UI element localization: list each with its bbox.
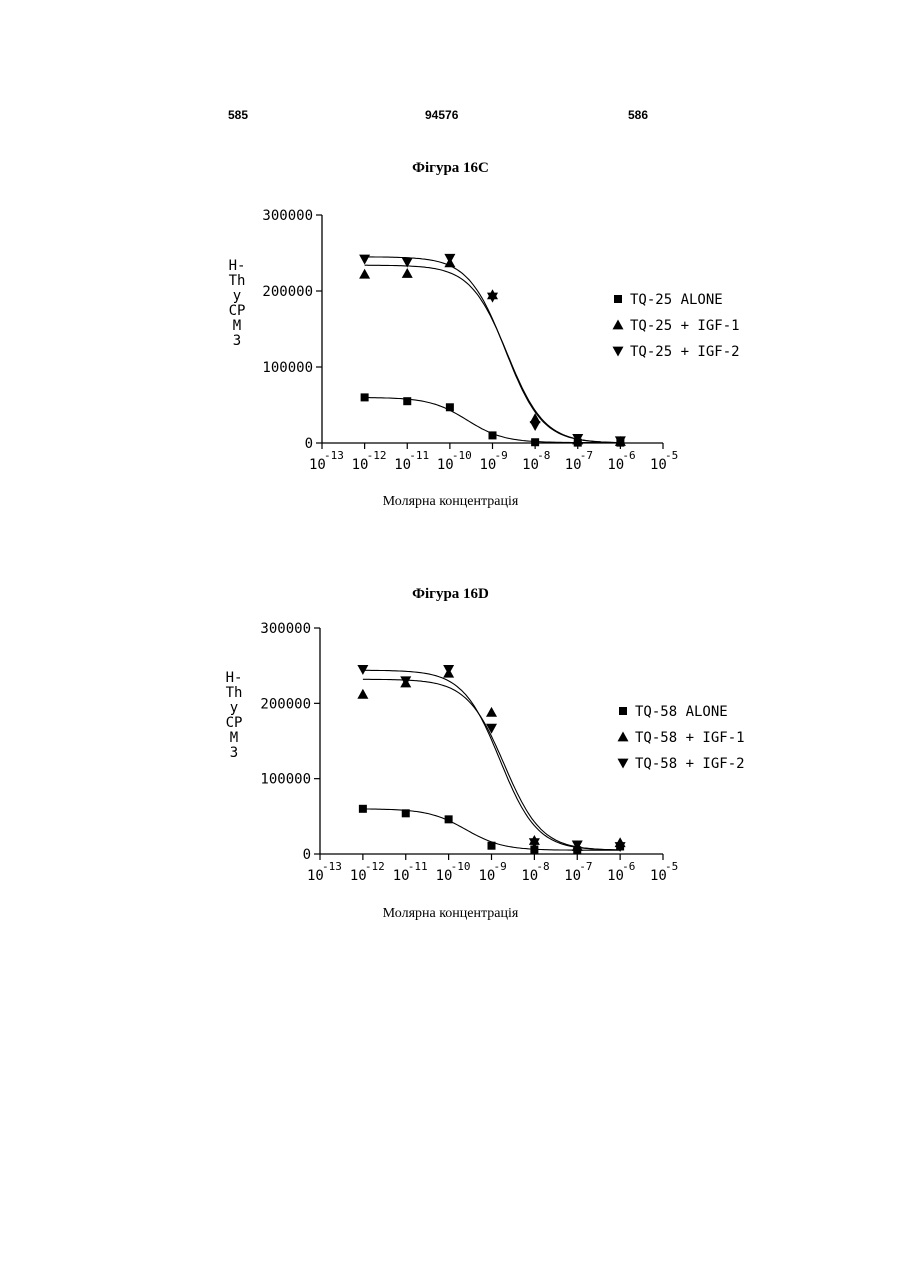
- data-point: [359, 269, 370, 279]
- data-point: [403, 397, 411, 405]
- x-tick-exponent: -6: [622, 449, 635, 462]
- series-square: [359, 805, 624, 854]
- y-tick-label: 200000: [260, 696, 311, 712]
- x-tick-exponent: -10: [452, 449, 472, 462]
- figure-16c-chart: 010000020000030000010-1310-1210-1110-101…: [0, 190, 901, 485]
- x-tick-exponent: -9: [494, 860, 507, 873]
- y-axis-label: 3: [230, 745, 238, 761]
- fit-curve: [363, 679, 620, 850]
- y-tick-label: 300000: [260, 621, 311, 637]
- data-point: [361, 393, 369, 401]
- figure-16c-title: Фігура 16C: [0, 160, 901, 177]
- x-tick-exponent: -5: [665, 860, 678, 873]
- document-number: 94576: [425, 108, 458, 122]
- data-point: [402, 268, 413, 278]
- legend-marker: [613, 320, 624, 330]
- y-tick-label: 100000: [260, 772, 311, 788]
- data-point: [444, 254, 455, 264]
- data-point: [486, 707, 497, 717]
- x-tick-exponent: -6: [622, 860, 635, 873]
- y-axis-label: Th: [229, 273, 246, 289]
- data-point: [443, 665, 454, 675]
- y-axis-label: H-: [226, 670, 243, 686]
- x-tick-exponent: -8: [536, 860, 549, 873]
- figure-16d-chart: 010000020000030000010-1310-1210-1110-101…: [0, 605, 901, 900]
- legend-label: TQ-58 + IGF-2: [635, 756, 745, 772]
- series-triangle-down: [359, 254, 626, 446]
- x-tick-exponent: -8: [537, 449, 550, 462]
- data-point: [359, 255, 370, 265]
- y-axis-label: 3: [233, 333, 241, 349]
- legend-marker: [614, 295, 622, 303]
- page-number-right: 586: [628, 108, 648, 122]
- x-tick-exponent: -13: [324, 449, 344, 462]
- x-tick-exponent: -7: [579, 860, 592, 873]
- x-tick-exponent: -7: [580, 449, 593, 462]
- x-tick-exponent: -10: [451, 860, 471, 873]
- data-point: [531, 438, 539, 446]
- legend-label: TQ-25 + IGF-2: [630, 344, 740, 360]
- figure-16d-title: Фігура 16D: [0, 586, 901, 603]
- legend-label: TQ-25 + IGF-1: [630, 318, 740, 334]
- y-tick-label: 0: [303, 847, 311, 863]
- fit-curve: [365, 257, 621, 443]
- fit-curve: [363, 670, 620, 850]
- figure-16c-xlabel: Молярна концентрація: [0, 494, 901, 510]
- legend-marker: [613, 347, 624, 357]
- data-point: [489, 431, 497, 439]
- y-axis-label: M: [233, 318, 241, 334]
- x-tick-exponent: -12: [367, 449, 387, 462]
- x-tick-exponent: -11: [409, 449, 429, 462]
- x-tick-exponent: -13: [322, 860, 342, 873]
- y-tick-label: 300000: [262, 208, 313, 224]
- data-point: [359, 805, 367, 813]
- legend-marker: [618, 732, 629, 742]
- y-axis-label: CP: [226, 715, 243, 731]
- data-point: [446, 403, 454, 411]
- data-point: [530, 421, 541, 431]
- page-number-left: 585: [228, 108, 248, 122]
- series-triangle-up: [357, 668, 625, 851]
- legend-label: TQ-58 ALONE: [635, 704, 728, 720]
- x-tick-exponent: -11: [408, 860, 428, 873]
- y-axis-label: H-: [229, 258, 246, 274]
- y-axis-label: Th: [226, 685, 243, 701]
- legend-label: TQ-58 + IGF-1: [635, 730, 745, 746]
- y-tick-label: 200000: [262, 284, 313, 300]
- data-point: [445, 815, 453, 823]
- series-triangle-down: [357, 665, 625, 852]
- y-axis-label: M: [230, 730, 238, 746]
- legend-marker: [619, 707, 627, 715]
- data-point: [402, 809, 410, 817]
- y-axis-label: CP: [229, 303, 246, 319]
- x-tick-exponent: -12: [365, 860, 385, 873]
- legend-label: TQ-25 ALONE: [630, 292, 723, 308]
- data-point: [357, 689, 368, 699]
- data-point: [488, 842, 496, 850]
- x-tick-exponent: -5: [665, 449, 678, 462]
- x-tick-exponent: -9: [495, 449, 508, 462]
- series-square: [361, 393, 625, 446]
- series-triangle-up: [359, 257, 626, 446]
- y-axis-label: y: [230, 700, 238, 716]
- y-tick-label: 0: [305, 436, 313, 452]
- y-axis-label: y: [233, 288, 241, 304]
- y-tick-label: 100000: [262, 360, 313, 376]
- figure-16d-xlabel: Молярна концентрація: [0, 906, 901, 922]
- legend-marker: [618, 759, 629, 769]
